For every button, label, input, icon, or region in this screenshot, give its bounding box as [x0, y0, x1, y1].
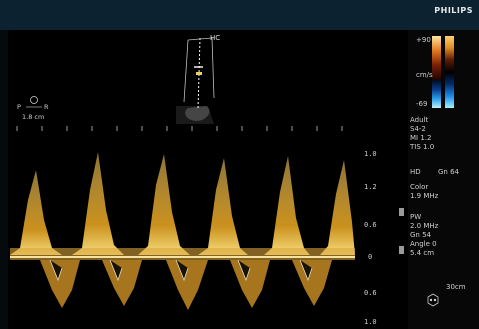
scale-label-4: 0: [368, 253, 373, 261]
setting-angle: Angle 0: [410, 240, 437, 248]
depth-readout: 30cm: [446, 283, 466, 291]
left-strip: [0, 30, 8, 329]
setting-color: Color: [410, 183, 429, 191]
settings-panel: [408, 30, 479, 329]
top-bar: PHILIPS: [0, 0, 479, 30]
setting-mode: HD: [410, 168, 421, 176]
setting-transducer: S4-2: [410, 125, 426, 133]
setting-pw-freq: 2.0 MHz: [410, 222, 439, 230]
scale-label-6: 1.0: [364, 318, 377, 326]
orientation-sub: 1.8 cm: [22, 113, 45, 121]
color-scale-bar-lower: [432, 80, 441, 108]
setting-mi: MI 1.2: [410, 134, 432, 142]
orientation-letters: R: [44, 103, 49, 111]
scale-marker-bottom: [399, 246, 404, 254]
setting-depth-gate: 5.4 cm: [410, 249, 435, 257]
setting-color-freq: 1.9 MHz: [410, 192, 439, 200]
setting-tis: TIS 1.0: [410, 143, 435, 151]
time-tick-row: [16, 126, 343, 131]
color-scale-bottom: -69: [416, 100, 428, 108]
setting-pw: PW: [410, 213, 422, 221]
scale-label-5: 0.6: [364, 289, 377, 297]
orientation-marker: [26, 96, 42, 108]
color-scale-top: +90: [416, 36, 431, 44]
philips-shield-icon: [427, 293, 439, 307]
scale-marker-top: [399, 208, 404, 216]
scale-label-2: 1.2: [364, 183, 377, 191]
doppler-spectrum: [10, 152, 355, 310]
scale-label-1: 1.0: [364, 150, 377, 158]
setting-gain: Gn 64: [438, 168, 459, 176]
two-d-image: [176, 37, 215, 124]
brand-logo-text: PHILIPS: [434, 6, 473, 15]
color-scale-bar: [445, 36, 454, 108]
color-scale-bar-upper: [432, 36, 441, 80]
orientation-top: P: [17, 103, 21, 111]
scale-label-3: 0.6: [364, 221, 377, 229]
probe-label: HC: [210, 34, 221, 42]
setting-preset: Adult: [410, 116, 429, 124]
setting-pw-gain: Gn 54: [410, 231, 431, 239]
color-scale-unit: cm/s: [416, 71, 433, 79]
